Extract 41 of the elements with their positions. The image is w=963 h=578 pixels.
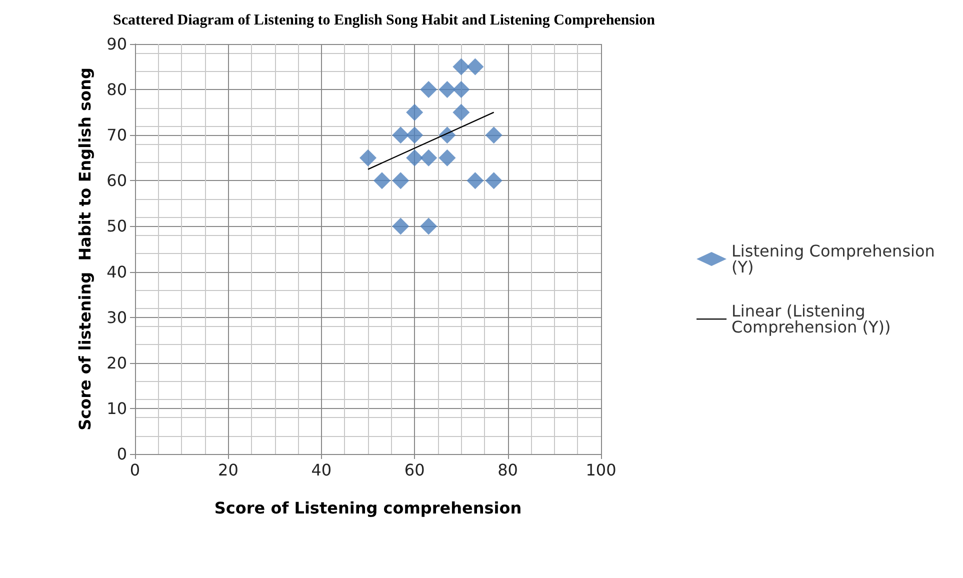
y-tick-label: 40 <box>106 262 127 282</box>
point <box>438 81 456 98</box>
point <box>452 58 470 76</box>
point <box>360 149 376 166</box>
x-tick-label: 80 <box>498 460 518 480</box>
point <box>466 58 484 76</box>
x-tick-label: 0 <box>130 460 140 480</box>
point <box>438 149 456 166</box>
point <box>420 81 438 98</box>
y-tick-label: 10 <box>106 398 127 418</box>
y-tick-label: 90 <box>106 34 127 54</box>
y-tick-label: 0 <box>116 444 127 464</box>
legend-label: Linear (Listening Comprehension (Y)) <box>732 302 891 336</box>
x-tick-label: 40 <box>311 460 332 480</box>
y-axis-title: Score of listening Habit to English song <box>76 68 94 430</box>
chart-title: Scattered Diagram of Listening to English Song Habit and Listening Comprehension <box>113 12 656 28</box>
x-axis-title: Score of Listening comprehension <box>214 498 522 518</box>
point <box>485 172 502 190</box>
y-tick-label: 80 <box>106 80 127 100</box>
y-tick-label: 20 <box>106 353 127 372</box>
x-tick-label: 60 <box>404 460 425 480</box>
point <box>420 218 438 235</box>
point <box>392 126 410 144</box>
point <box>452 81 470 98</box>
point <box>406 104 424 121</box>
point <box>485 126 502 144</box>
point <box>392 172 410 190</box>
point <box>466 172 484 190</box>
y-tick-label: 70 <box>106 126 127 145</box>
point <box>406 126 424 144</box>
point <box>452 104 470 121</box>
point <box>373 172 390 190</box>
point <box>392 218 410 235</box>
point <box>420 149 438 166</box>
y-tick-label: 30 <box>106 308 127 327</box>
x-tick-label: 20 <box>218 460 238 480</box>
y-tick-label: 50 <box>106 216 127 236</box>
x-tick-label: 100 <box>586 460 616 480</box>
legend-label: Listening Comprehension (Y) <box>732 242 940 276</box>
point <box>406 149 424 166</box>
y-tick-label: 60 <box>106 171 127 190</box>
